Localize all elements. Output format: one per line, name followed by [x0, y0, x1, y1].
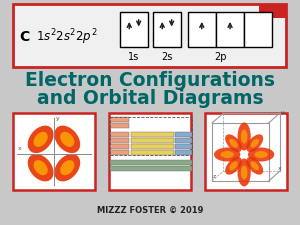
Text: x: x: [278, 166, 282, 171]
Text: MIZZZ FOSTER © 2019: MIZZZ FOSTER © 2019: [97, 205, 203, 214]
Bar: [110, 117, 192, 155]
Text: 2p: 2p: [214, 52, 227, 62]
Ellipse shape: [28, 154, 54, 181]
Ellipse shape: [54, 154, 80, 181]
Bar: [153, 12, 181, 47]
Bar: [188, 12, 216, 47]
Bar: [13, 113, 95, 190]
Ellipse shape: [34, 132, 48, 147]
Bar: [176, 144, 192, 149]
Bar: [131, 132, 173, 137]
Ellipse shape: [54, 126, 80, 153]
Bar: [176, 150, 192, 155]
Bar: [110, 138, 129, 143]
Ellipse shape: [241, 166, 247, 180]
Ellipse shape: [60, 160, 74, 175]
Text: 1s: 1s: [128, 52, 140, 62]
Text: Electron Configurations: Electron Configurations: [25, 72, 275, 90]
Ellipse shape: [220, 151, 234, 158]
Ellipse shape: [250, 139, 259, 148]
Text: z: z: [213, 174, 216, 179]
Bar: [244, 12, 272, 47]
Bar: [131, 138, 173, 143]
Bar: [110, 123, 129, 128]
Text: x: x: [18, 146, 22, 151]
Text: and Orbital Diagrams: and Orbital Diagrams: [37, 90, 263, 108]
Text: $\mathit{1s^22s^22p^2}$: $\mathit{1s^22s^22p^2}$: [36, 27, 98, 47]
Bar: [110, 160, 192, 165]
Bar: [259, 4, 286, 18]
Bar: [176, 132, 192, 137]
Ellipse shape: [247, 134, 263, 152]
Ellipse shape: [241, 130, 247, 144]
Bar: [216, 12, 244, 47]
Ellipse shape: [238, 158, 251, 187]
Bar: [110, 117, 129, 122]
Ellipse shape: [225, 157, 242, 175]
Ellipse shape: [229, 139, 238, 148]
Bar: [13, 4, 286, 67]
Ellipse shape: [34, 160, 48, 175]
Text: C: C: [20, 30, 30, 44]
Ellipse shape: [248, 148, 274, 162]
Bar: [131, 144, 173, 149]
Bar: [110, 144, 129, 149]
Text: y: y: [56, 116, 60, 121]
Ellipse shape: [60, 132, 74, 147]
Bar: [110, 150, 129, 155]
Ellipse shape: [214, 148, 240, 162]
Text: 2s: 2s: [161, 52, 172, 62]
Ellipse shape: [229, 161, 238, 170]
Bar: [131, 150, 173, 155]
Bar: [205, 113, 287, 190]
Bar: [110, 166, 192, 171]
Ellipse shape: [225, 134, 242, 152]
Ellipse shape: [247, 157, 263, 175]
Bar: [110, 132, 129, 137]
Ellipse shape: [28, 126, 54, 153]
Bar: [109, 113, 191, 190]
Bar: [176, 138, 192, 143]
Text: y: y: [281, 110, 285, 115]
Ellipse shape: [254, 151, 268, 158]
Bar: [120, 12, 148, 47]
Ellipse shape: [250, 161, 259, 170]
Ellipse shape: [238, 122, 251, 151]
